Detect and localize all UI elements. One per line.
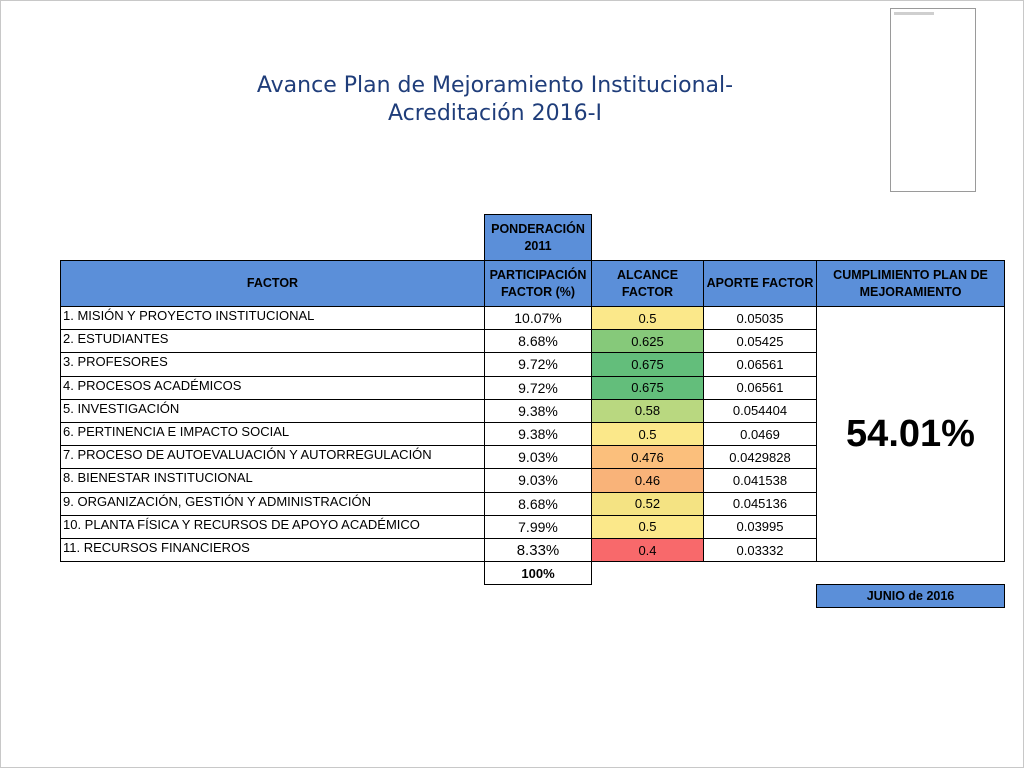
aporte-value: 0.06561: [703, 352, 817, 377]
participacion-value: 9.03%: [484, 445, 592, 470]
alcance-value: 0.46: [591, 468, 704, 493]
aporte-value: 0.05425: [703, 329, 817, 354]
alcance-value: 0.5: [591, 422, 704, 447]
aporte-value: 0.06561: [703, 375, 817, 400]
header-alcance: ALCANCE FACTOR: [591, 260, 704, 307]
page-title: Avance Plan de Mejoramiento Instituciona…: [200, 72, 790, 128]
participacion-value: 10.07%: [484, 306, 592, 331]
total-participacion: 100%: [484, 561, 592, 585]
alcance-value: 0.5: [591, 306, 704, 331]
alcance-value: 0.476: [591, 445, 704, 470]
aporte-value: 0.054404: [703, 398, 817, 423]
participacion-value: 7.99%: [484, 514, 592, 539]
alcance-value: 0.625: [591, 329, 704, 354]
factor-name: 4. PROCESOS ACADÉMICOS: [60, 375, 485, 400]
thumbnail-line: [894, 12, 934, 15]
header-ponderacion: PONDERACIÓN 2011: [484, 214, 592, 261]
alcance-value: 0.675: [591, 352, 704, 377]
factor-name: 3. PROFESORES: [60, 352, 485, 377]
aporte-value: 0.03332: [703, 538, 817, 563]
alcance-value: 0.58: [591, 398, 704, 423]
alcance-value: 0.675: [591, 375, 704, 400]
participacion-value: 8.68%: [484, 491, 592, 516]
participacion-value: 9.38%: [484, 398, 592, 423]
factor-name: 6. PERTINENCIA E IMPACTO SOCIAL: [60, 422, 485, 447]
header-cumplimiento: CUMPLIMIENTO PLAN DE MEJORAMIENTO: [816, 260, 1005, 307]
participacion-value: 9.38%: [484, 422, 592, 447]
factor-name: 5. INVESTIGACIÓN: [60, 398, 485, 423]
aporte-value: 0.045136: [703, 491, 817, 516]
factor-name: 11. RECURSOS FINANCIEROS: [60, 538, 485, 563]
header-aporte: APORTE FACTOR: [703, 260, 817, 307]
aporte-value: 0.041538: [703, 468, 817, 493]
cumplimiento-value: 54.01%: [816, 306, 1005, 562]
factor-name: 8. BIENESTAR INSTITUCIONAL: [60, 468, 485, 493]
aporte-value: 0.05035: [703, 306, 817, 331]
factor-name: 9. ORGANIZACIÓN, GESTIÓN Y ADMINISTRACIÓ…: [60, 491, 485, 516]
title-line-2: Acreditación 2016-I: [387, 101, 603, 126]
participacion-value: 9.03%: [484, 468, 592, 493]
factor-name: 10. PLANTA FÍSICA Y RECURSOS DE APOYO AC…: [60, 514, 485, 539]
alcance-value: 0.5: [591, 514, 704, 539]
participacion-value: 9.72%: [484, 352, 592, 377]
header-factor: FACTOR: [60, 260, 485, 307]
aporte-value: 0.0469: [703, 422, 817, 447]
participacion-value: 9.72%: [484, 375, 592, 400]
header-participacion: PARTICIPACIÓN FACTOR (%): [484, 260, 592, 307]
factor-name: 1. MISIÓN Y PROYECTO INSTITUCIONAL: [60, 306, 485, 331]
factor-name: 2. ESTUDIANTES: [60, 329, 485, 354]
thumbnail-preview: [890, 8, 976, 192]
report-date: JUNIO de 2016: [816, 584, 1005, 608]
factor-name: 7. PROCESO DE AUTOEVALUACIÓN Y AUTORREGU…: [60, 445, 485, 470]
alcance-value: 0.52: [591, 491, 704, 516]
aporte-value: 0.03995: [703, 514, 817, 539]
participacion-value: 8.68%: [484, 329, 592, 354]
alcance-value: 0.4: [591, 538, 704, 563]
participacion-value: 8.33%: [484, 538, 592, 563]
aporte-value: 0.0429828: [703, 445, 817, 470]
title-line-1: Avance Plan de Mejoramiento Instituciona…: [256, 73, 734, 98]
